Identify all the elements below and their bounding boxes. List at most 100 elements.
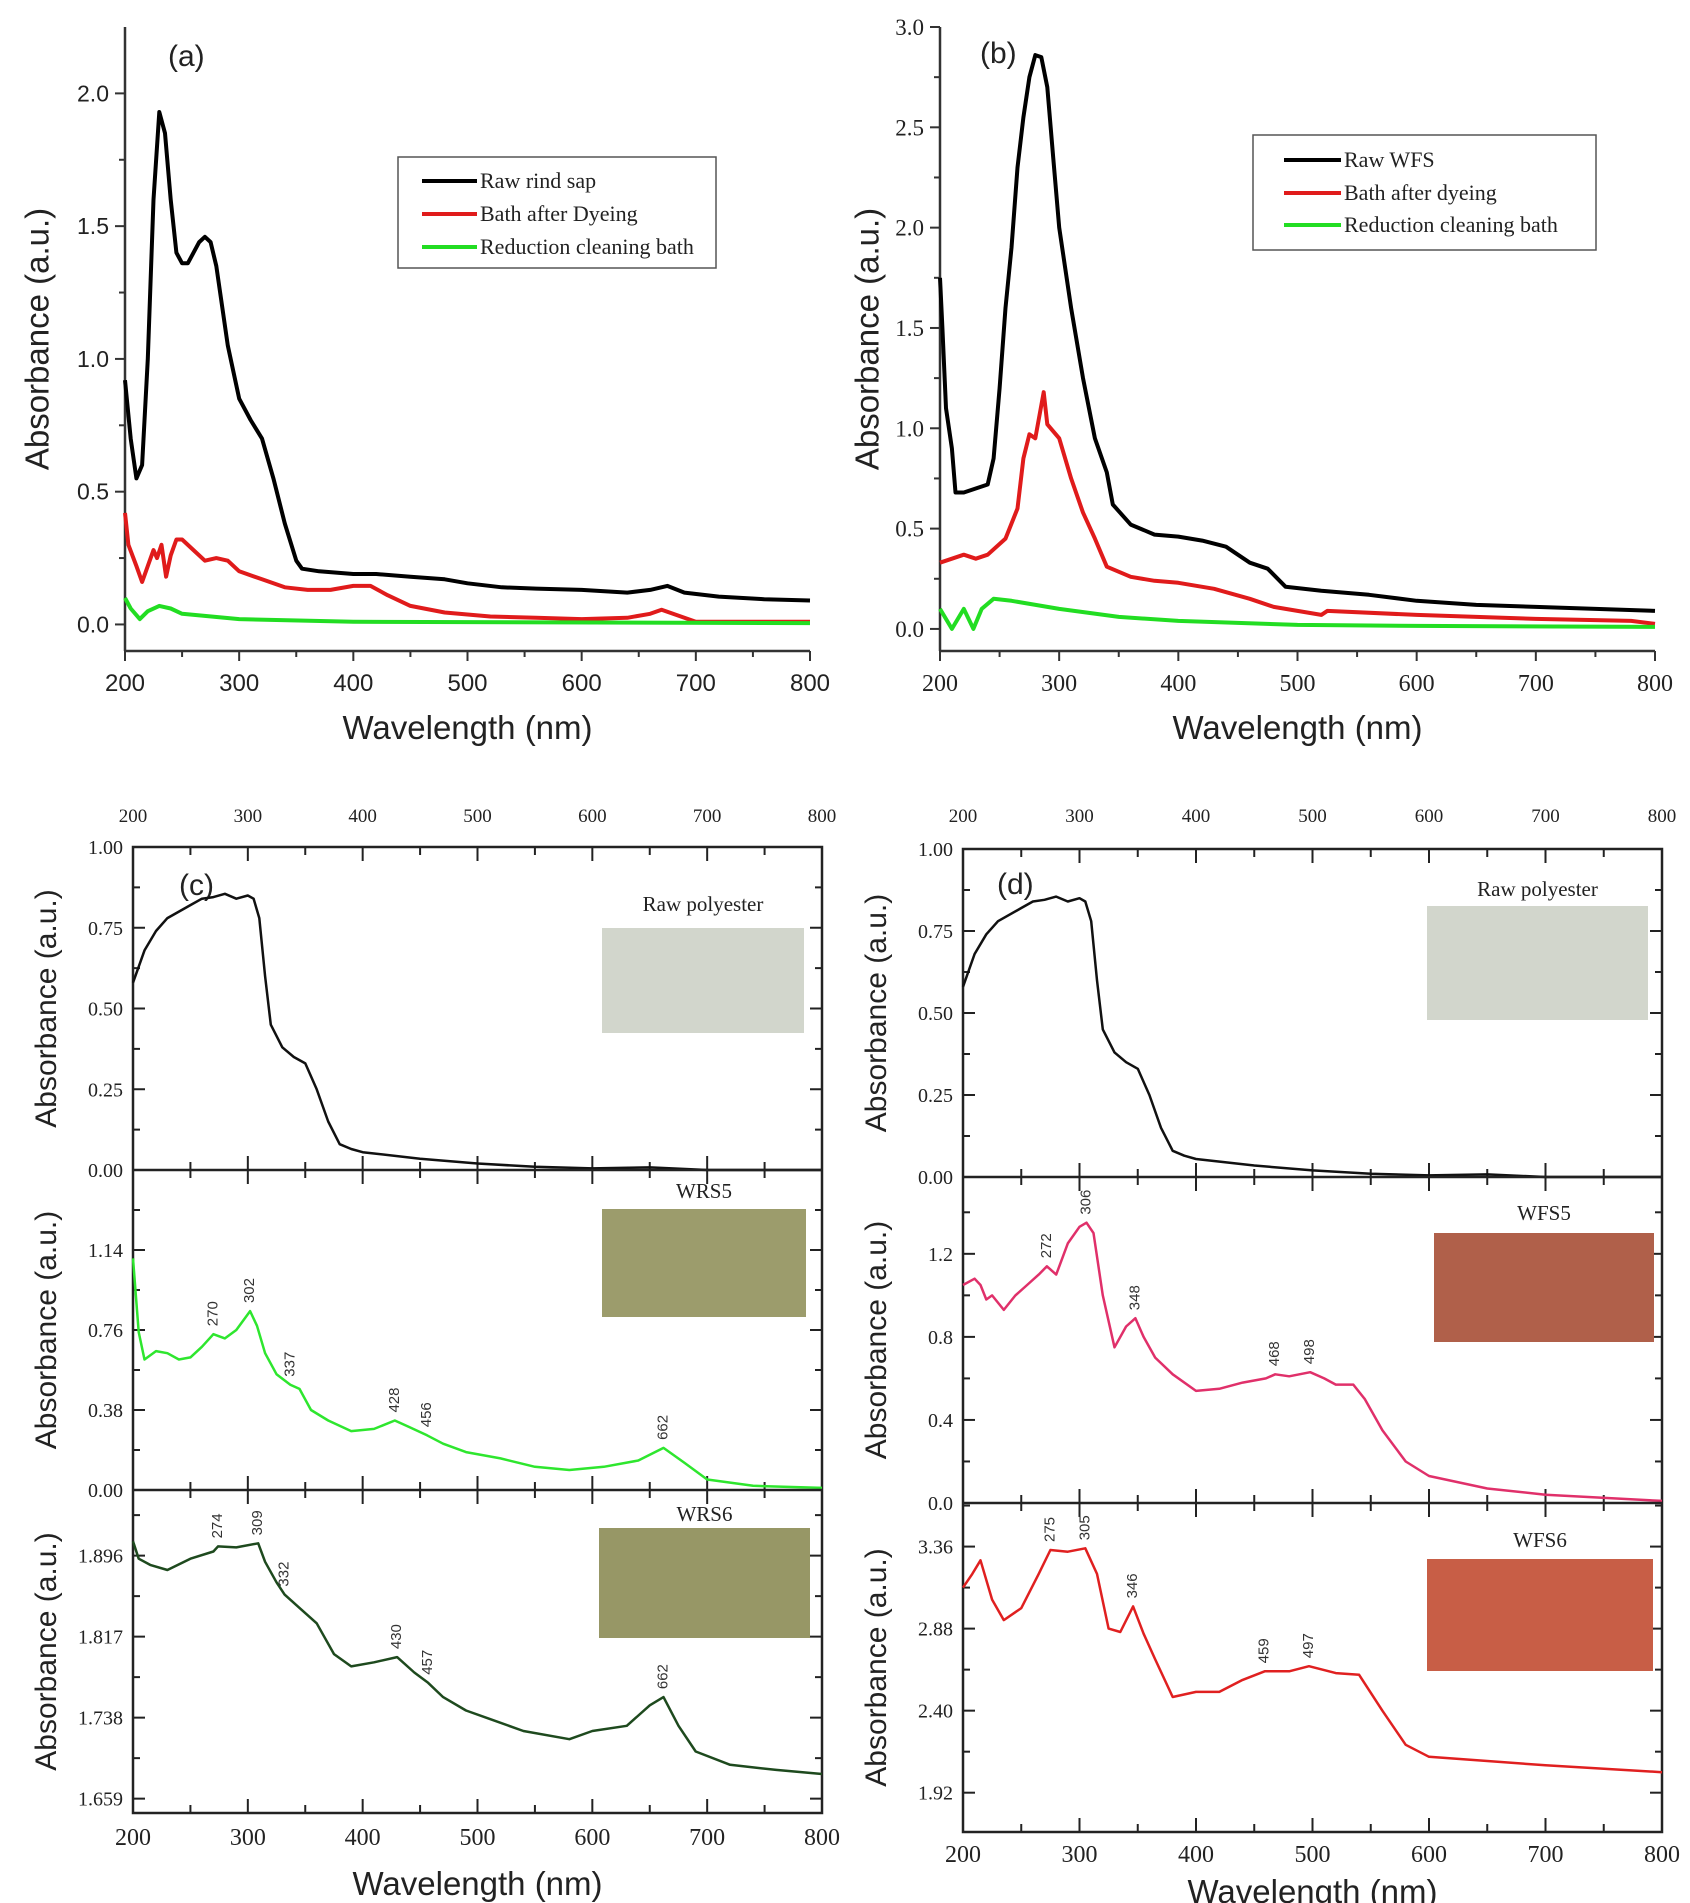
y-axis-title: Absorbance (a.u.) bbox=[860, 1548, 893, 1786]
y-tick-label: 2.0 bbox=[77, 80, 109, 106]
series-line bbox=[961, 1547, 1663, 1774]
y-tick-label: 1.2 bbox=[928, 1244, 953, 1266]
x-tick-label: 400 bbox=[345, 1825, 381, 1851]
x-tick-label: 800 bbox=[790, 670, 830, 697]
y-tick-label: 1.659 bbox=[78, 1789, 123, 1811]
peak-annotation: 428 bbox=[386, 1387, 403, 1412]
peak-annotation: 497 bbox=[1300, 1633, 1317, 1658]
x-axis-title: Wavelength (nm) bbox=[342, 709, 592, 746]
x-tick-label: 300 bbox=[1062, 1842, 1098, 1868]
x-axis-title: Wavelength (nm) bbox=[352, 1865, 602, 1902]
y-axis-title: Absorbance (a.u.) bbox=[30, 889, 63, 1127]
y-tick-label: 0.38 bbox=[88, 1400, 123, 1422]
series-line bbox=[938, 53, 1656, 613]
x-tick-label: 600 bbox=[574, 1825, 610, 1851]
x-tick-label: 200 bbox=[945, 1842, 981, 1868]
x-tick-label: 700 bbox=[1518, 671, 1554, 697]
top-x-tick-label: 200 bbox=[949, 806, 978, 827]
y-tick-label: 1.5 bbox=[895, 316, 924, 341]
sample-label: WRS5 bbox=[676, 1179, 732, 1203]
y-tick-label: 1.738 bbox=[78, 1708, 123, 1730]
top-x-tick-label: 800 bbox=[1648, 806, 1677, 827]
peak-annotation: 270 bbox=[204, 1301, 221, 1326]
legend-label: Raw rind sap bbox=[480, 168, 596, 193]
fabric-color-swatch bbox=[1434, 1233, 1654, 1342]
y-axis-title: Absorbance (a.u.) bbox=[30, 1532, 63, 1770]
top-x-tick-label: 800 bbox=[808, 806, 837, 827]
top-x-tick-label: 500 bbox=[1298, 806, 1327, 827]
y-tick-label: 0.25 bbox=[918, 1085, 953, 1107]
y-tick-label: 0.50 bbox=[918, 1003, 953, 1025]
panel-label: (c) bbox=[179, 869, 214, 902]
y-axis-title: Absorbance (a.u.) bbox=[19, 208, 56, 470]
chart-panel-d: 200 200 300 300 400 400 500 500 600 600 700 700 800 8… bbox=[860, 806, 1680, 1903]
sample-label: WFS6 bbox=[1513, 1528, 1567, 1552]
x-tick-label: 700 bbox=[1528, 1842, 1564, 1868]
top-x-tick-label: 300 bbox=[234, 806, 263, 827]
y-tick-label: 2.0 bbox=[895, 216, 924, 241]
series-line bbox=[938, 596, 1656, 631]
peak-annotation: 337 bbox=[281, 1352, 298, 1377]
y-tick-label: 0.0 bbox=[895, 617, 924, 642]
x-tick-label: 600 bbox=[1411, 1842, 1447, 1868]
panel-label: (d) bbox=[997, 868, 1034, 901]
x-tick-label: 400 bbox=[1178, 1842, 1214, 1868]
top-x-tick-label: 600 bbox=[578, 806, 607, 827]
x-tick-label: 800 bbox=[1637, 671, 1673, 697]
x-tick-label: 400 bbox=[333, 670, 373, 697]
y-tick-label: 1.00 bbox=[918, 839, 953, 861]
peak-annotation: 306 bbox=[1077, 1190, 1094, 1215]
peak-annotation: 498 bbox=[1301, 1339, 1318, 1364]
peak-annotation: 272 bbox=[1038, 1233, 1055, 1258]
x-tick-label: 800 bbox=[1644, 1842, 1680, 1868]
peak-annotation: 346 bbox=[1124, 1573, 1141, 1598]
legend-label: Bath after Dyeing bbox=[480, 201, 638, 226]
x-tick-label: 400 bbox=[1160, 671, 1196, 697]
x-tick-label: 600 bbox=[1399, 671, 1435, 697]
series-line bbox=[961, 895, 1662, 1179]
x-tick-label: 200 bbox=[115, 1825, 151, 1851]
y-axis-title: Absorbance (a.u.) bbox=[30, 1211, 63, 1449]
sample-label: Raw polyester bbox=[643, 892, 764, 916]
top-x-tick-label: 700 bbox=[1531, 806, 1560, 827]
y-tick-label: 0.4 bbox=[928, 1410, 953, 1432]
panel-label: (a) bbox=[168, 40, 205, 73]
subplot-wrs6: 1.659 1.738 1.817 1.896 Absorbance (a.u.) WRS… bbox=[30, 1488, 823, 1813]
y-tick-label: 0.75 bbox=[918, 921, 953, 943]
y-tick-label: 0.00 bbox=[88, 1160, 123, 1182]
legend-label: Raw WFS bbox=[1344, 147, 1435, 172]
y-tick-label: 1.92 bbox=[918, 1783, 953, 1805]
peak-annotation: 305 bbox=[1076, 1515, 1093, 1540]
fabric-color-swatch bbox=[602, 1209, 806, 1317]
y-tick-label: 1.5 bbox=[77, 213, 109, 239]
peak-annotation: 275 bbox=[1041, 1517, 1058, 1542]
fabric-color-swatch bbox=[599, 1528, 810, 1638]
series-line bbox=[131, 1540, 823, 1776]
peak-annotation: 662 bbox=[654, 1664, 671, 1689]
y-tick-label: 3.36 bbox=[918, 1537, 953, 1559]
x-tick-label: 500 bbox=[1295, 1842, 1331, 1868]
y-tick-label: 2.5 bbox=[895, 115, 924, 140]
peak-annotation: 348 bbox=[1126, 1285, 1143, 1310]
fabric-color-swatch bbox=[602, 928, 804, 1033]
x-tick-label: 700 bbox=[689, 1825, 725, 1851]
y-tick-label: 0.50 bbox=[88, 999, 123, 1021]
subplot-raw-polyester: 0.00 0.25 0.50 0.75 1.00 Absorbance (a.u.) Raw… bbox=[30, 837, 823, 1182]
peak-annotation: 456 bbox=[418, 1402, 435, 1427]
y-tick-label: 1.00 bbox=[88, 837, 123, 859]
series-line bbox=[123, 596, 811, 626]
x-tick-label: 200 bbox=[105, 670, 145, 697]
sample-label: WRS6 bbox=[676, 1502, 732, 1526]
series-line bbox=[131, 892, 822, 1172]
top-x-tick-label: 400 bbox=[1182, 806, 1211, 827]
series-line bbox=[123, 512, 810, 624]
y-tick-label: 0.76 bbox=[88, 1320, 123, 1342]
x-axis-title: Wavelength (nm) bbox=[1187, 1873, 1437, 1903]
x-tick-label: 500 bbox=[1280, 671, 1316, 697]
y-tick-label: 0.0 bbox=[77, 611, 109, 637]
x-tick-label: 500 bbox=[447, 670, 487, 697]
series-line bbox=[131, 1258, 823, 1490]
y-tick-label: 1.0 bbox=[895, 416, 924, 441]
top-x-tick-label: 300 bbox=[1065, 806, 1094, 827]
y-tick-label: 1.817 bbox=[78, 1627, 123, 1649]
